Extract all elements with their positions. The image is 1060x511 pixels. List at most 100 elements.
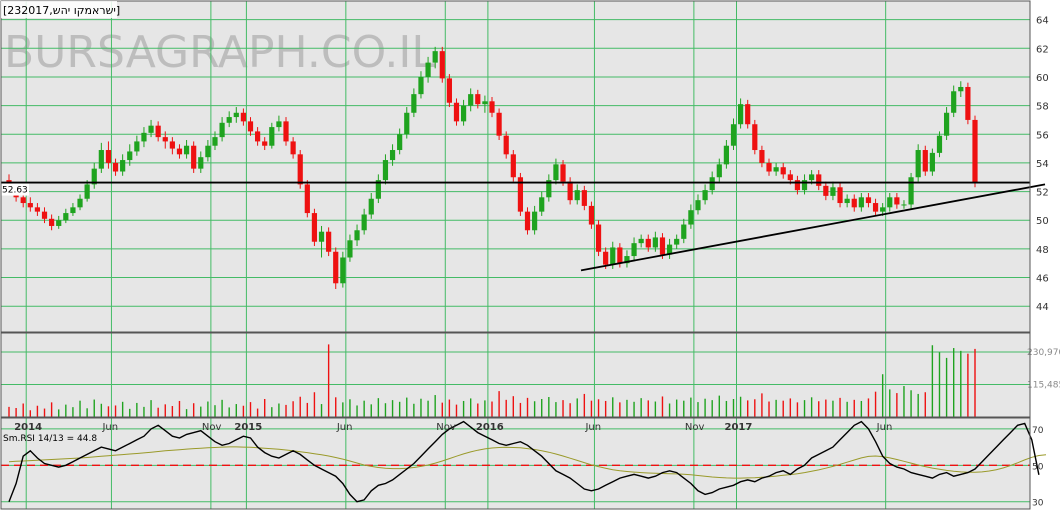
candle-body <box>255 131 261 142</box>
rsi-tick-label: 70 <box>1032 426 1044 436</box>
candle-body <box>766 162 772 172</box>
candle-body <box>801 180 808 191</box>
candle-body <box>681 224 687 239</box>
candle-body <box>603 251 609 265</box>
candle-body <box>709 177 715 191</box>
candle-body <box>610 247 616 265</box>
volume-panel-border <box>0 332 1031 418</box>
chart-title: [ישראמקו יהש,232017] <box>3 4 120 17</box>
trendline <box>580 183 1046 272</box>
candle-body <box>844 198 850 204</box>
time-tick-label: Jun <box>876 422 893 433</box>
candle-body <box>446 78 452 103</box>
candlesticks <box>6 46 978 290</box>
price-tick-label: 54 <box>1036 159 1049 170</box>
candle-body <box>972 119 978 183</box>
candle-body <box>205 145 211 158</box>
price-tick-label: 46 <box>1036 274 1049 285</box>
time-tick-label: Jun <box>584 422 601 433</box>
volume-bars <box>8 344 976 417</box>
candle-body <box>901 204 907 206</box>
candle-body <box>34 207 41 212</box>
candle-body <box>652 237 658 248</box>
candle-body <box>837 187 843 204</box>
candle-body <box>411 94 417 113</box>
candle-body <box>354 230 360 241</box>
candle-body <box>226 117 232 123</box>
candle-body <box>816 174 822 186</box>
candle-body <box>439 51 445 79</box>
price-tick-label: 58 <box>1036 102 1049 113</box>
candle-body <box>922 150 928 172</box>
candle-body <box>567 181 573 201</box>
candle-body <box>915 150 921 178</box>
candle-body <box>148 125 154 133</box>
candle-body <box>780 167 786 175</box>
candle-body <box>368 198 374 215</box>
candle-body <box>475 94 481 105</box>
candle-body <box>738 104 744 125</box>
candle-body <box>425 62 431 77</box>
candle-body <box>745 104 751 125</box>
last-value-box <box>1 183 29 196</box>
candle-body <box>77 198 83 208</box>
candle-body <box>517 177 524 212</box>
price-tick-label: 56 <box>1036 130 1049 141</box>
candle-body <box>865 197 872 204</box>
candle-body <box>453 102 460 122</box>
candle-body <box>823 185 829 196</box>
candle-body <box>624 256 630 264</box>
candle-body <box>297 154 303 185</box>
volume-tick-label: 115,485 <box>1027 381 1060 391</box>
candle-body <box>496 112 502 136</box>
price-tick-label: 44 <box>1036 302 1049 313</box>
volume-tick-label: 230,970 <box>1027 348 1060 358</box>
candle-body <box>134 141 140 152</box>
candle-body <box>553 164 559 181</box>
candle-body <box>958 86 964 92</box>
price-tick-label: 50 <box>1036 216 1049 227</box>
candle-body <box>482 101 488 105</box>
last-value-label: 52.63 <box>2 186 28 196</box>
price-panel-border <box>0 0 1031 333</box>
candle-body <box>716 164 722 178</box>
candle-body <box>162 137 168 142</box>
candle-body <box>674 238 680 245</box>
candle-body <box>20 197 26 204</box>
candle-body <box>56 220 62 226</box>
candle-body <box>127 151 133 161</box>
time-tick-label: Nov <box>685 422 705 433</box>
rsi-value-label: Sm.RSI 14/13 = 44.8 <box>3 434 97 444</box>
price-tick-label: 52 <box>1036 188 1049 199</box>
candle-body <box>155 125 161 138</box>
candle-body <box>894 197 900 205</box>
candle-body <box>830 187 836 196</box>
candle-body <box>936 135 943 153</box>
candle-body <box>688 210 694 225</box>
candle-body <box>524 211 531 231</box>
candle-body <box>347 240 353 258</box>
candle-body <box>851 198 857 208</box>
candle-body <box>546 180 552 198</box>
candle-body <box>887 197 893 208</box>
candle-body <box>752 124 758 151</box>
candle-body <box>723 145 729 165</box>
candle-body <box>574 190 580 201</box>
candle-body <box>951 91 957 113</box>
candle-body <box>631 243 637 257</box>
candle-body <box>49 218 55 226</box>
candle-body <box>382 160 389 181</box>
candle-body <box>120 160 126 172</box>
candle-body <box>965 86 971 120</box>
candle-body <box>659 237 666 255</box>
rsi-panel-border <box>0 417 1031 510</box>
candle-body <box>198 157 204 169</box>
candle-body <box>645 238 651 248</box>
candle-body <box>361 214 367 231</box>
candle-body <box>333 251 339 284</box>
time-tick-label: Nov <box>436 422 456 433</box>
candle-body <box>510 154 516 178</box>
time-tick-label: 2014 <box>14 422 42 433</box>
candle-body <box>397 134 403 151</box>
candle-body <box>908 177 914 205</box>
